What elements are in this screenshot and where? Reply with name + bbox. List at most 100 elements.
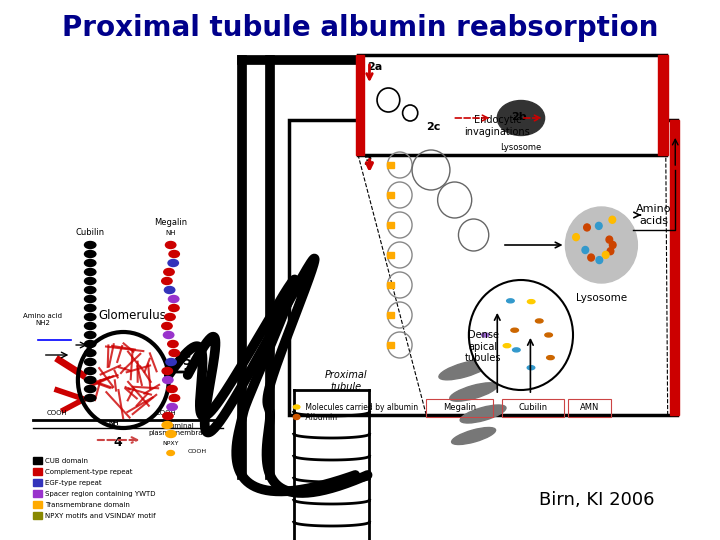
Ellipse shape	[503, 343, 510, 348]
Text: NH: NH	[109, 420, 119, 426]
Ellipse shape	[166, 430, 176, 437]
Ellipse shape	[536, 319, 543, 323]
Ellipse shape	[169, 395, 180, 402]
Ellipse shape	[528, 300, 535, 303]
Ellipse shape	[168, 295, 179, 302]
Bar	[356, 55, 364, 155]
Ellipse shape	[167, 450, 174, 456]
Ellipse shape	[84, 341, 96, 348]
Circle shape	[582, 246, 589, 253]
Circle shape	[607, 248, 614, 255]
Text: Transmembrane domain: Transmembrane domain	[45, 502, 130, 508]
Ellipse shape	[169, 349, 179, 356]
Text: NPXY motifs and VSINDAY motif: NPXY motifs and VSINDAY motif	[45, 513, 156, 519]
Ellipse shape	[451, 428, 495, 444]
Text: Complement-type repeat: Complement-type repeat	[45, 469, 132, 475]
Ellipse shape	[169, 251, 179, 258]
Ellipse shape	[167, 403, 177, 410]
Text: NPXY: NPXY	[163, 441, 179, 446]
Text: Cubilin: Cubilin	[518, 403, 547, 413]
Ellipse shape	[167, 386, 177, 393]
Ellipse shape	[84, 368, 96, 375]
Ellipse shape	[162, 278, 172, 285]
Bar	[33, 512, 42, 519]
Ellipse shape	[84, 386, 96, 393]
Ellipse shape	[162, 422, 172, 429]
Bar	[33, 501, 42, 508]
Ellipse shape	[163, 413, 173, 420]
Text: Glomerulus: Glomerulus	[99, 309, 167, 322]
Text: AMN: AMN	[580, 403, 599, 413]
Ellipse shape	[84, 349, 96, 356]
Circle shape	[588, 254, 595, 261]
Bar	[502, 399, 564, 417]
Bar	[358, 55, 666, 155]
Ellipse shape	[460, 405, 506, 423]
Ellipse shape	[84, 260, 96, 267]
Text: Amino
acids: Amino acids	[636, 204, 671, 226]
Ellipse shape	[439, 360, 490, 380]
Text: COOH: COOH	[188, 449, 207, 454]
Circle shape	[609, 216, 616, 223]
Ellipse shape	[84, 376, 96, 383]
Text: 3: 3	[363, 155, 372, 168]
Ellipse shape	[84, 322, 96, 329]
Ellipse shape	[84, 395, 96, 402]
Ellipse shape	[164, 287, 175, 294]
Circle shape	[609, 241, 616, 248]
Bar	[33, 490, 42, 497]
Circle shape	[595, 222, 602, 230]
Bar	[289, 120, 677, 415]
Ellipse shape	[166, 241, 176, 248]
Text: 2a: 2a	[368, 62, 383, 72]
Circle shape	[596, 256, 603, 264]
Ellipse shape	[450, 383, 498, 401]
Text: Endocytic
invaginations: Endocytic invaginations	[464, 115, 530, 137]
Text: EGF-type repeat: EGF-type repeat	[45, 480, 102, 486]
Ellipse shape	[84, 278, 96, 285]
Text: 2b: 2b	[511, 112, 527, 122]
Circle shape	[469, 280, 573, 390]
Text: 5: 5	[183, 355, 192, 368]
Bar	[387, 162, 394, 168]
Ellipse shape	[293, 415, 300, 420]
Ellipse shape	[84, 295, 96, 302]
Circle shape	[584, 224, 590, 231]
Ellipse shape	[165, 314, 175, 321]
Ellipse shape	[84, 251, 96, 258]
Text: Spacer region containing YWTD: Spacer region containing YWTD	[45, 491, 156, 497]
Ellipse shape	[545, 333, 552, 337]
Bar	[33, 457, 42, 464]
Ellipse shape	[162, 322, 172, 329]
Bar	[658, 55, 667, 155]
Bar	[426, 399, 492, 417]
Text: Amino acid
NH2: Amino acid NH2	[23, 313, 63, 326]
Text: Luminal
plasmamembrane: Luminal plasmamembrane	[148, 423, 212, 436]
Bar	[387, 342, 394, 348]
Ellipse shape	[162, 368, 173, 375]
Ellipse shape	[166, 359, 176, 366]
Ellipse shape	[84, 241, 96, 248]
Text: Cubilin: Cubilin	[76, 228, 104, 237]
Text: Lysosome: Lysosome	[576, 293, 627, 303]
Ellipse shape	[511, 328, 518, 332]
Ellipse shape	[168, 260, 179, 267]
Text: Molecules carried by albumin: Molecules carried by albumin	[303, 402, 418, 411]
Ellipse shape	[84, 332, 96, 339]
Bar	[568, 399, 611, 417]
Text: 2c: 2c	[426, 122, 441, 132]
Ellipse shape	[546, 356, 554, 360]
Bar	[387, 312, 394, 318]
Ellipse shape	[163, 268, 174, 275]
Text: Megalin: Megalin	[154, 218, 187, 227]
Ellipse shape	[293, 405, 300, 409]
Circle shape	[565, 207, 637, 283]
Ellipse shape	[168, 305, 179, 312]
Ellipse shape	[84, 287, 96, 294]
Ellipse shape	[527, 366, 535, 370]
Bar	[387, 252, 394, 258]
Text: Birn, KI 2006: Birn, KI 2006	[539, 491, 654, 509]
Text: COOH: COOH	[156, 410, 176, 416]
Ellipse shape	[84, 268, 96, 275]
Ellipse shape	[84, 359, 96, 366]
